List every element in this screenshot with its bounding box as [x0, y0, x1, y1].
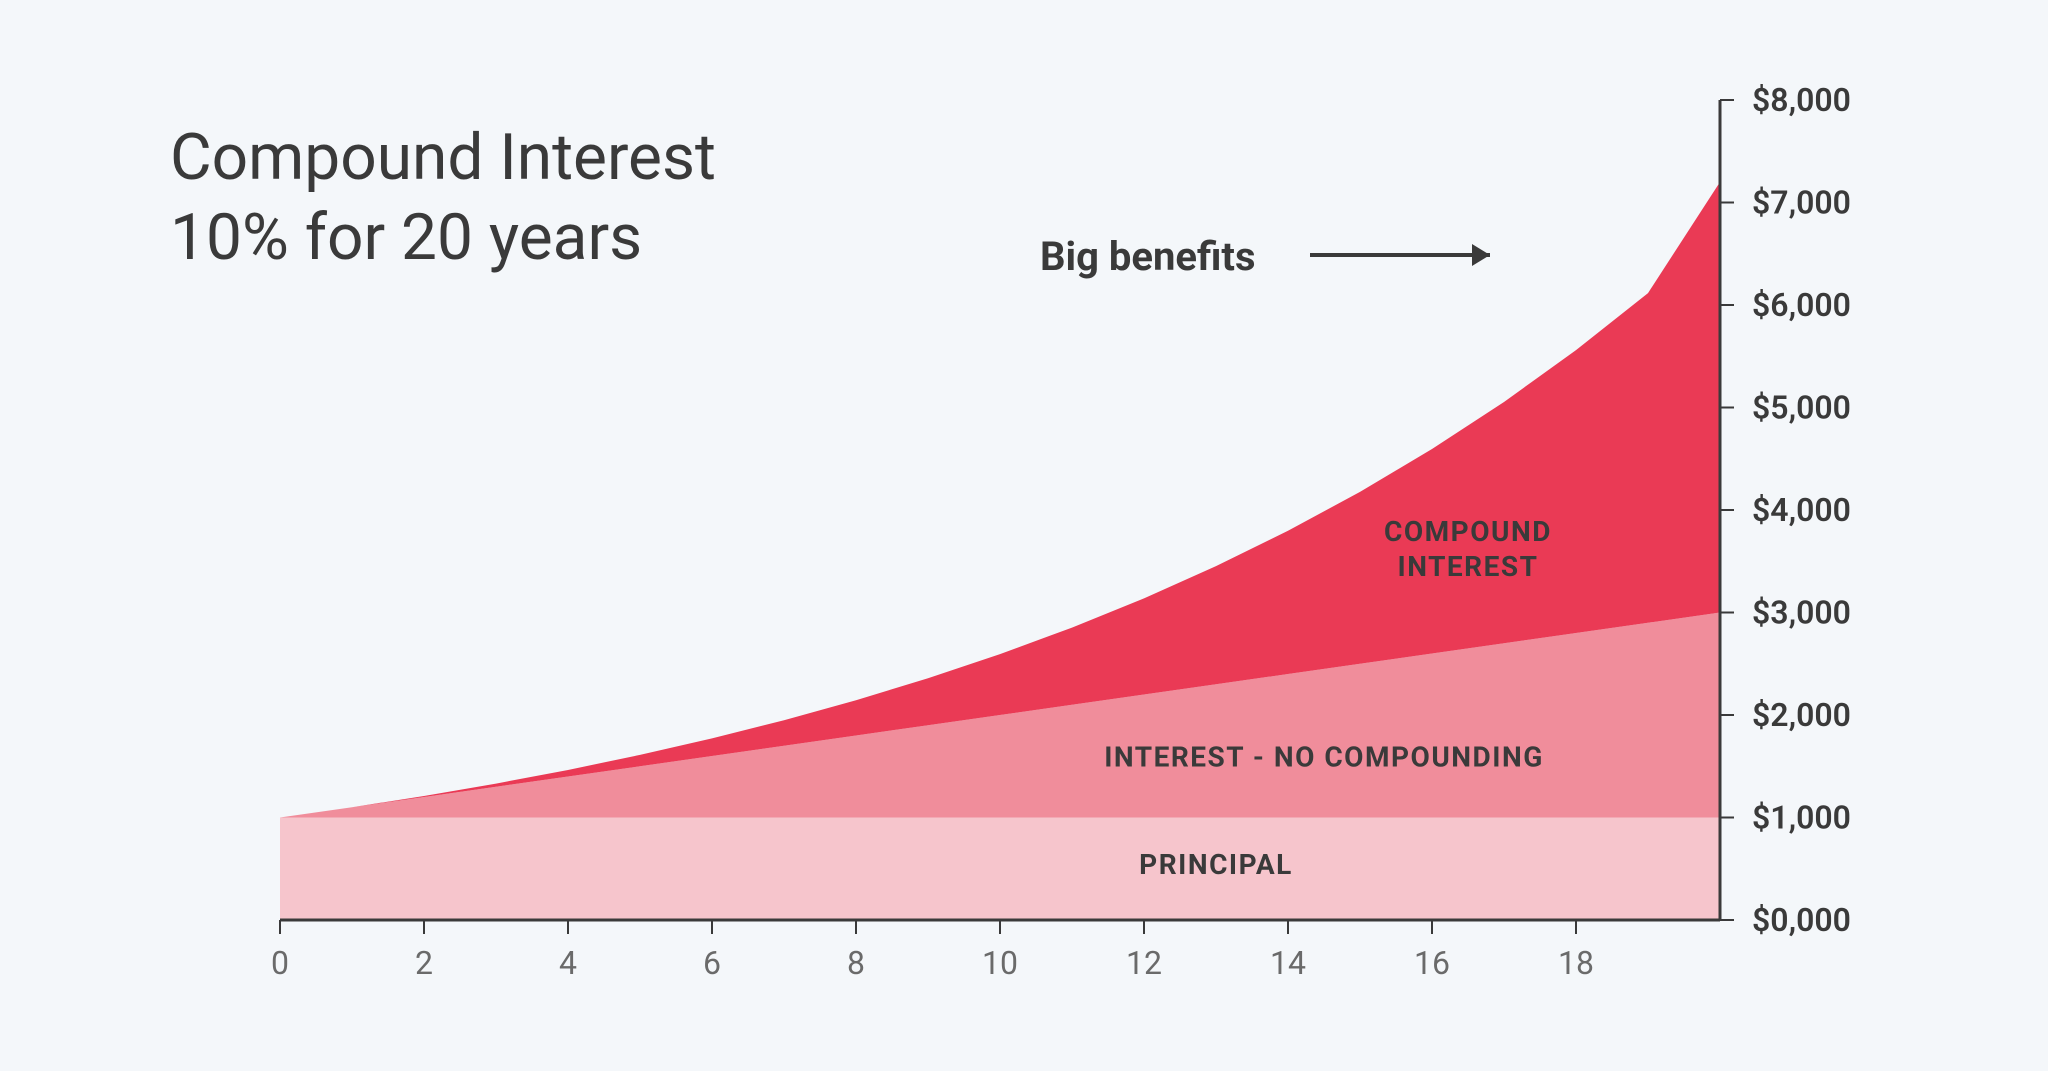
y-tick-label: $3,000	[1752, 594, 1851, 632]
y-tick-label: $1,000	[1752, 799, 1851, 837]
x-tick-label: 16	[1414, 944, 1450, 982]
x-tick-label: 8	[847, 944, 865, 982]
arrow-head-icon	[1472, 244, 1490, 266]
label-simple-interest-line: INTEREST - NO COMPOUNDING	[1104, 740, 1544, 773]
y-tick-label: $7,000	[1752, 184, 1851, 222]
x-tick-label: 4	[559, 944, 577, 982]
annotation-arrow	[1310, 244, 1490, 266]
x-tick-label: 10	[982, 944, 1018, 982]
label-principal: PRINCIPAL	[1139, 848, 1293, 881]
y-tick-label: $2,000	[1752, 696, 1851, 734]
label-principal-line: PRINCIPAL	[1139, 848, 1293, 881]
x-tick-label: 12	[1126, 944, 1162, 982]
y-tick-label: $4,000	[1752, 491, 1851, 529]
label-simple-interest: INTEREST - NO COMPOUNDING	[1104, 740, 1544, 773]
label-compound-interest-line: INTEREST	[1398, 550, 1539, 583]
y-axis-ticks: $0,000 $1,000 $2,000 $3,000 $4,000 $5,000 $6,0…	[1720, 81, 1851, 939]
x-tick-label: 6	[703, 944, 721, 982]
compound-interest-chart: 0 2 4 6 8 10 12 14 16 18 $0,000 $1,000 $2,000 $3,000…	[0, 0, 2048, 1071]
label-compound-interest-line: COMPOUND	[1384, 515, 1552, 548]
x-tick-label: 18	[1558, 944, 1594, 982]
x-axis-ticks: 0 2 4 6 8 10 12 14 16 18	[271, 920, 1594, 982]
x-tick-label: 2	[415, 944, 433, 982]
y-tick-label: $0,000	[1752, 901, 1851, 939]
area-principal	[280, 818, 1720, 921]
y-tick-label: $6,000	[1752, 286, 1851, 324]
y-tick-label: $8,000	[1752, 81, 1851, 119]
x-tick-label: 14	[1270, 944, 1306, 982]
y-tick-label: $5,000	[1752, 389, 1851, 427]
x-tick-label: 0	[271, 944, 289, 982]
